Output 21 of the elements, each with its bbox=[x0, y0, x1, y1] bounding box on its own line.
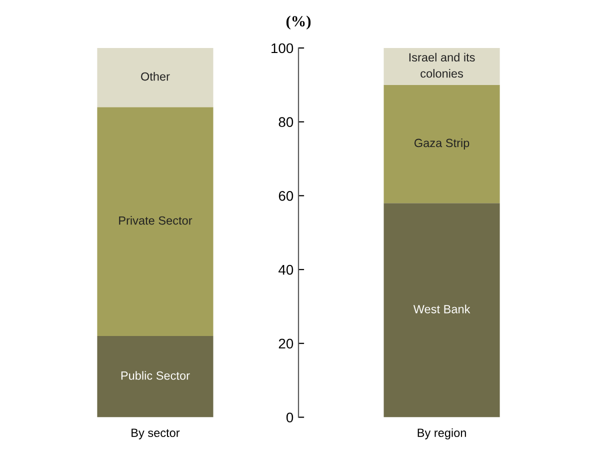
bar bbox=[384, 48, 500, 85]
x-tick-label: By sector bbox=[132, 428, 180, 440]
y-axis-title: (%) bbox=[286, 16, 311, 30]
data-label: Private Sector bbox=[119, 216, 192, 225]
y-tick-label: 60 bbox=[278, 191, 294, 201]
data-label: Gaza Strip bbox=[414, 138, 470, 150]
y-tick-label: 100 bbox=[272, 43, 294, 54]
y-tick-label: 0 bbox=[286, 412, 294, 422]
bar bbox=[97, 336, 214, 418]
bar bbox=[384, 203, 500, 418]
data-label: Public Sector bbox=[121, 371, 190, 380]
bar bbox=[384, 84, 500, 204]
y-tick-label: 80 bbox=[278, 117, 294, 128]
y-tick-label: 40 bbox=[278, 264, 294, 275]
bar bbox=[97, 48, 214, 108]
data-label: West Bank bbox=[413, 304, 470, 314]
x-tick-label: By region bbox=[418, 428, 466, 440]
data-label: Other bbox=[141, 72, 170, 81]
bar bbox=[97, 107, 214, 336]
data-label: Israel and its colonies bbox=[409, 52, 475, 78]
y-tick-label: 20 bbox=[278, 338, 294, 349]
